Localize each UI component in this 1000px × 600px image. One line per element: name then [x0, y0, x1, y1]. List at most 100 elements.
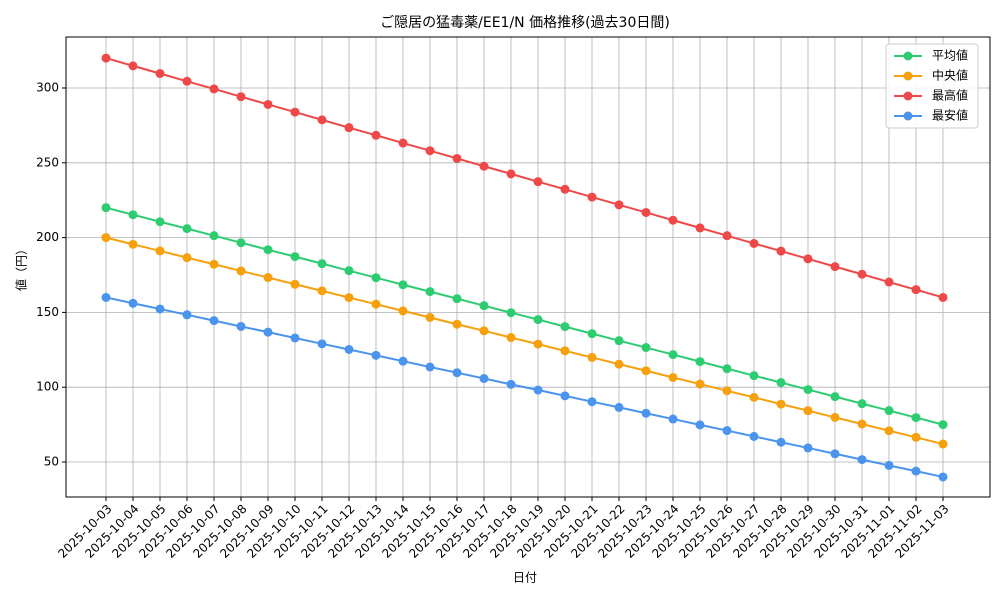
point — [776, 399, 786, 409]
legend-marker — [903, 71, 913, 81]
point — [128, 298, 138, 308]
point — [155, 217, 165, 227]
point — [533, 177, 543, 187]
point — [425, 287, 435, 297]
y-tick-label: 50 — [44, 454, 59, 468]
series-line — [105, 296, 944, 478]
chart-title: ご隠居の猛毒薬/EE1/N 価格推移(過去30日間) — [380, 15, 670, 31]
legend-marker — [903, 91, 913, 101]
point — [587, 397, 597, 407]
point — [803, 385, 813, 395]
plot-frame — [65, 36, 991, 498]
point — [722, 364, 732, 374]
point — [290, 279, 300, 289]
point — [884, 406, 894, 416]
point — [479, 161, 489, 171]
y-tick-label: 100 — [36, 380, 59, 394]
point — [344, 266, 354, 276]
point — [371, 130, 381, 140]
point — [452, 368, 462, 378]
legend-label: 最安値 — [932, 108, 968, 123]
point — [317, 115, 327, 125]
point — [776, 378, 786, 388]
point — [263, 245, 273, 255]
point — [101, 53, 111, 63]
point — [101, 292, 111, 302]
point — [587, 329, 597, 339]
series-line — [105, 57, 944, 299]
legend-box — [885, 43, 979, 129]
point — [884, 426, 894, 436]
legend-marker — [903, 111, 913, 121]
y-tick-label: 200 — [36, 230, 59, 244]
point — [803, 254, 813, 264]
point — [479, 326, 489, 336]
point — [614, 336, 624, 346]
legend-label: 平均値 — [932, 48, 968, 63]
y-tick-label: 300 — [36, 81, 59, 95]
point — [371, 273, 381, 283]
point — [830, 392, 840, 402]
point — [560, 184, 570, 194]
point — [290, 252, 300, 262]
point — [209, 316, 219, 326]
point — [911, 285, 921, 295]
point — [722, 231, 732, 241]
point — [668, 414, 678, 424]
point — [182, 310, 192, 320]
point — [803, 406, 813, 416]
point — [209, 84, 219, 94]
point — [344, 123, 354, 133]
point — [722, 426, 732, 436]
legend-label: 中央値 — [932, 68, 968, 83]
point — [668, 215, 678, 225]
point — [749, 238, 759, 248]
point — [560, 391, 570, 401]
y-tick-label: 250 — [36, 155, 59, 169]
point — [290, 333, 300, 343]
point — [398, 138, 408, 148]
point — [263, 327, 273, 337]
point — [236, 92, 246, 102]
point — [155, 246, 165, 256]
point — [506, 333, 516, 343]
point — [614, 200, 624, 210]
point — [587, 192, 597, 202]
point — [911, 466, 921, 476]
point — [425, 362, 435, 372]
point — [182, 253, 192, 263]
point — [722, 386, 732, 396]
point — [128, 210, 138, 220]
point — [398, 356, 408, 366]
point — [641, 408, 651, 418]
point — [857, 455, 867, 465]
point — [209, 231, 219, 241]
point — [668, 350, 678, 360]
point — [938, 292, 948, 302]
point — [695, 420, 705, 430]
series-line — [105, 206, 944, 426]
point — [236, 321, 246, 331]
point — [506, 169, 516, 179]
point — [344, 345, 354, 355]
point — [803, 443, 813, 453]
point — [317, 339, 327, 349]
point — [452, 319, 462, 329]
point — [425, 312, 435, 322]
point — [857, 269, 867, 279]
point — [695, 379, 705, 389]
point — [614, 402, 624, 412]
point — [614, 359, 624, 369]
legend-label: 最高値 — [932, 88, 968, 103]
point — [911, 413, 921, 423]
point — [425, 146, 435, 156]
point — [371, 299, 381, 309]
point — [236, 266, 246, 276]
point — [209, 259, 219, 269]
point — [857, 419, 867, 429]
point — [587, 352, 597, 362]
point — [344, 293, 354, 303]
point — [452, 294, 462, 304]
point — [560, 346, 570, 356]
